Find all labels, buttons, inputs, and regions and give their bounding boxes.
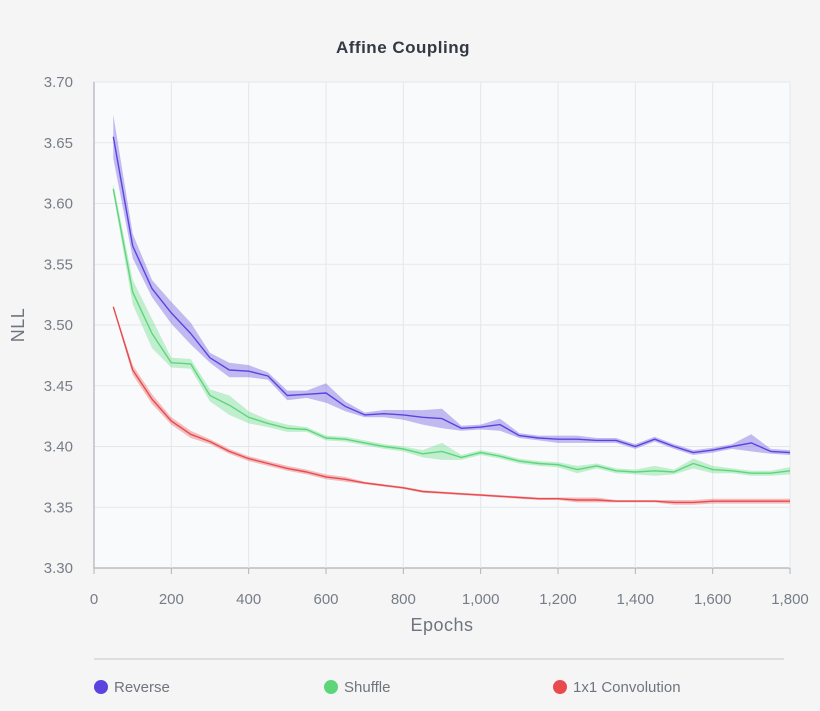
legend-label-reverse: Reverse [114,679,170,696]
x-tick-label: 800 [391,591,416,608]
x-tick-label: 1,800 [771,591,809,608]
y-tick-label: 3.50 [44,317,73,334]
y-axis-label: NLL [8,308,28,343]
x-tick-label: 0 [90,591,98,608]
x-axis-label: Epochs [410,615,473,635]
legend-label-1x1-convolution: 1x1 Convolution [573,679,681,696]
shuffle-line [112,188,791,474]
y-tick-label: 3.45 [44,378,73,395]
y-tick-label: 3.55 [44,256,73,273]
y-tick-label: 3.65 [44,135,73,152]
x-tick-label: 1,200 [539,591,577,608]
legend-label-shuffle: Shuffle [344,679,390,696]
reverse-line [112,136,791,454]
y-tick-label: 3.30 [44,560,73,577]
legend-marker-1x1-convolution [553,680,567,694]
x-tick-label: 600 [313,591,338,608]
chart-title: Affine Coupling [336,38,470,57]
grid [93,81,791,574]
x-tick-label: 1,400 [617,591,655,608]
legend-marker-shuffle [324,680,338,694]
series-lines [112,136,791,504]
x-tick-label: 400 [236,591,261,608]
y-tick-label: 3.35 [44,499,73,516]
legend: Reverse Shuffle 1x1 Convolution [94,679,681,696]
x-tick-label: 1,600 [694,591,732,608]
x-tick-label: 1,000 [462,591,500,608]
x-tick-label: 200 [159,591,184,608]
1x1-convolution-line [112,306,790,504]
y-tick-labels: 3.30 3.35 3.40 3.45 3.50 3.55 3.60 3.65 3.70 [44,74,73,577]
y-tick-label: 3.60 [44,196,73,213]
y-tick-label: 3.40 [44,439,73,456]
y-tick-label: 3.70 [44,74,73,91]
x-tick-labels: 0 200 400 600 800 1,000 1,200 1,400 1,600 1,800 [90,591,809,608]
legend-marker-reverse [94,680,108,694]
